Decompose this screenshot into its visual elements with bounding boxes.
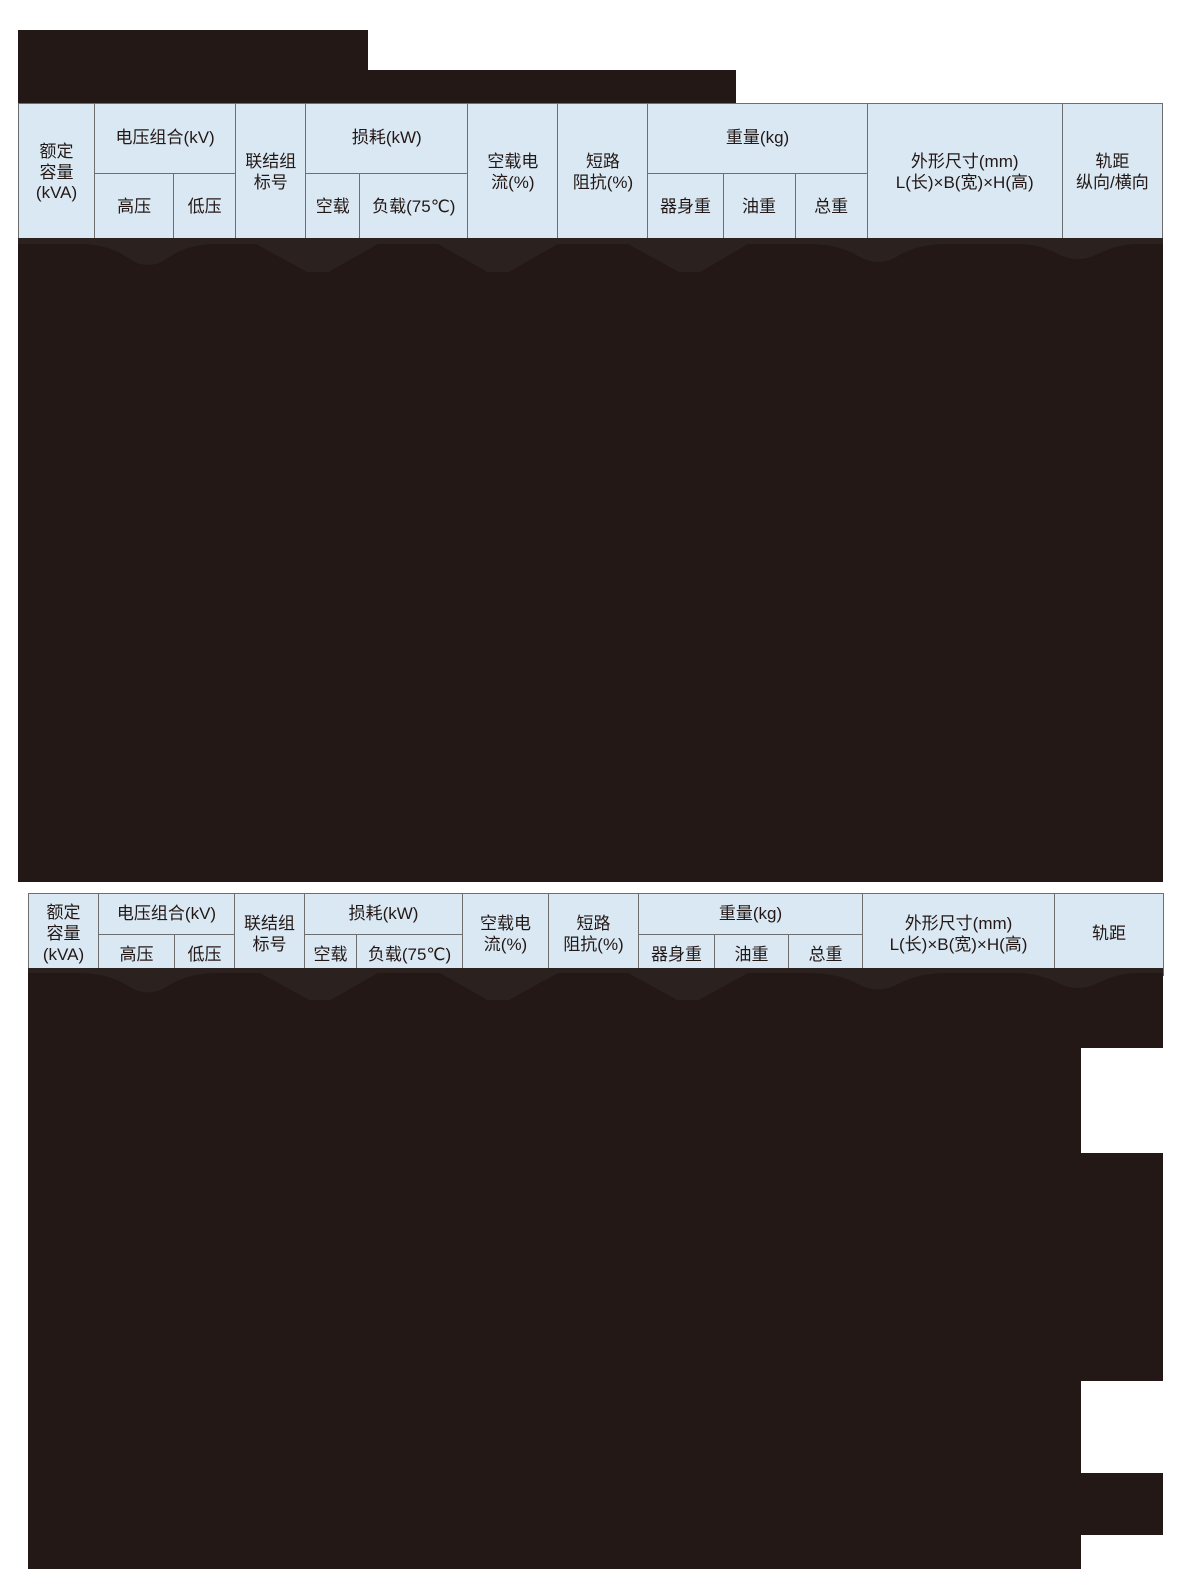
rated-capacity-line-3: (kVA): [42, 944, 85, 964]
redaction-body-lower-main: [28, 1048, 1081, 1569]
col-short-circuit-impedance: 短路 阻抗(%): [557, 103, 649, 243]
redaction-body-lower: [28, 1000, 1163, 1048]
col-weight: 重量(kg): [638, 893, 864, 935]
col-connection-symbol: 联结组 标号: [235, 103, 307, 243]
col-no-load-current: 空载电 流(%): [467, 103, 559, 243]
redaction-block-top-left: [18, 30, 368, 72]
col-losses-no-load: 空载: [305, 172, 361, 243]
dimensions-line-2: L(长)×B(宽)×H(高): [895, 173, 1034, 192]
dimensions-line-1: 外形尺寸(mm): [904, 913, 1013, 933]
table-header-row-1: 额定 容量 (kVA) 电压组合(kV) 联结组 标号 损耗(kW) 空载电 流…: [17, 103, 1164, 243]
col-no-load-current: 空载电 流(%): [462, 893, 550, 976]
rated-capacity-line-1: 额定: [39, 141, 74, 161]
col-voltage-combination: 电压组合(kV): [97, 893, 236, 935]
col-track-gauge: 轨距 纵向/横向: [1061, 103, 1164, 243]
track-gauge-line-1: 轨距: [1092, 924, 1127, 944]
col-oil-weight: 油重: [722, 172, 796, 243]
col-losses: 损耗(kW): [304, 893, 464, 935]
impedance-line-1: 短路: [585, 152, 620, 172]
col-connection-symbol: 联结组 标号: [234, 893, 306, 976]
table-header-row-1: 额定 容量 (kVA) 电压组合(kV) 联结组 标号 损耗(kW) 空载电 流…: [28, 893, 1165, 976]
redaction-block-top-wide: [18, 70, 736, 103]
dimensions-line-2: L(长)×B(宽)×H(高): [889, 934, 1028, 954]
col-total-weight: 总重: [794, 172, 868, 243]
track-gauge-line-1: 轨距: [1095, 152, 1130, 172]
connection-line-2: 标号: [253, 173, 288, 192]
col-overall-dimensions: 外形尺寸(mm) L(长)×B(宽)×H(高): [862, 893, 1056, 976]
connection-line-2: 标号: [252, 934, 287, 954]
col-weight: 重量(kg): [647, 103, 868, 174]
no-load-current-line-2: 流(%): [483, 934, 528, 954]
rated-capacity-line-2: 容量: [39, 162, 74, 182]
col-voltage-combination: 电压组合(kV): [94, 103, 237, 174]
rated-capacity-line-2: 容量: [46, 924, 81, 944]
col-hv: 高压: [94, 172, 175, 243]
col-losses: 损耗(kW): [305, 103, 469, 174]
col-core-coil-weight: 器身重: [647, 172, 724, 243]
impedance-line-2: 阻抗(%): [572, 173, 634, 192]
redaction-body-upper: [18, 272, 1163, 882]
rated-capacity-line-1: 额定: [46, 903, 81, 923]
impedance-line-1: 短路: [576, 913, 611, 933]
rated-capacity-line-3: (kVA): [35, 183, 78, 203]
dimensions-line-1: 外形尺寸(mm): [910, 152, 1019, 172]
connection-line-1: 联结组: [245, 152, 297, 172]
track-gauge-line-2: 纵向/横向: [1076, 173, 1149, 192]
transformer-spec-table-upper: 额定 容量 (kVA) 电压组合(kV) 联结组 标号 损耗(kW) 空载电 流…: [17, 103, 1164, 243]
col-track-gauge: 轨距: [1054, 893, 1165, 976]
redaction-body-upper-zigzag: [18, 244, 1163, 278]
col-overall-dimensions: 外形尺寸(mm) L(长)×B(宽)×H(高): [866, 103, 1063, 243]
col-short-circuit-impedance: 短路 阻抗(%): [548, 893, 640, 976]
col-losses-load-75c: 负载(75℃): [359, 172, 469, 243]
no-load-current-line-2: 流(%): [491, 173, 535, 192]
table-header-row-2: 高压 低压 空载 负载(75℃) 器身重 油重 总重: [19, 172, 1163, 243]
col-lv: 低压: [173, 172, 237, 243]
col-rated-capacity: 额定 容量 (kVA): [17, 103, 96, 243]
impedance-line-2: 阻抗(%): [563, 934, 624, 954]
redaction-body-lower-right-b: [1081, 1473, 1163, 1535]
redaction-body-lower-zigzag: [28, 973, 1163, 1006]
redaction-body-lower-right-a: [1081, 1153, 1163, 1381]
transformer-spec-table-lower: 额定 容量 (kVA) 电压组合(kV) 联结组 标号 损耗(kW) 空载电 流…: [28, 893, 1165, 976]
no-load-current-line-1: 空载电: [480, 913, 532, 933]
connection-line-1: 联结组: [244, 913, 296, 933]
col-rated-capacity: 额定 容量 (kVA): [28, 893, 99, 976]
no-load-current-line-1: 空载电: [487, 152, 539, 172]
